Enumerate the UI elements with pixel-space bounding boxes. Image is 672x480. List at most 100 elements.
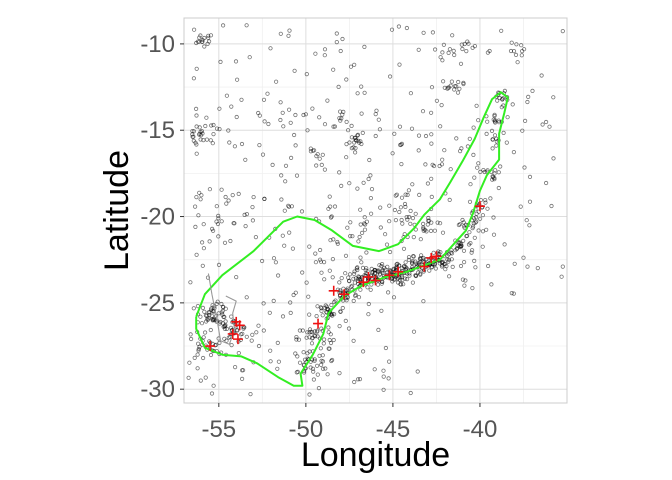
data-point	[464, 233, 470, 238]
data-point	[392, 207, 397, 213]
data-point	[206, 310, 211, 315]
data-point	[426, 218, 431, 223]
data-point	[267, 310, 272, 315]
data-point	[512, 261, 517, 266]
data-point	[339, 275, 344, 281]
data-point	[360, 349, 366, 354]
data-point	[368, 211, 374, 216]
data-point	[235, 328, 240, 333]
data-point	[540, 122, 545, 127]
data-point	[224, 93, 229, 98]
data-point	[310, 336, 315, 341]
data-point	[511, 150, 517, 155]
data-point	[307, 244, 312, 249]
data-point	[423, 162, 428, 167]
data-point	[366, 176, 371, 182]
data-point	[358, 255, 363, 260]
y-tick-label: -15	[140, 117, 175, 144]
data-point	[211, 132, 216, 137]
data-point	[399, 266, 404, 271]
data-point	[329, 312, 334, 317]
data-point	[198, 197, 203, 202]
data-point	[452, 87, 457, 92]
data-point	[338, 309, 343, 314]
data-point	[339, 183, 344, 188]
cross-marker	[358, 277, 369, 288]
data-point	[325, 372, 330, 377]
data-point	[234, 114, 239, 120]
data-point	[348, 64, 354, 69]
data-point	[202, 44, 207, 49]
data-point	[322, 305, 327, 310]
data-point	[496, 185, 501, 191]
data-point	[317, 353, 322, 358]
data-point	[431, 163, 437, 169]
data-point	[328, 238, 333, 243]
occurrence-points	[186, 23, 565, 397]
data-point	[415, 369, 420, 374]
data-point	[411, 235, 416, 240]
data-point	[204, 313, 209, 318]
data-point	[344, 119, 349, 125]
data-point	[352, 280, 357, 285]
data-point	[239, 97, 244, 102]
data-point	[271, 256, 277, 261]
x-tick-label: -40	[463, 416, 498, 443]
data-point	[449, 248, 454, 253]
data-point	[346, 326, 352, 331]
data-point	[509, 290, 514, 296]
data-point	[381, 387, 386, 392]
data-point	[216, 216, 221, 221]
data-point	[275, 273, 281, 278]
data-point	[261, 328, 266, 333]
data-point	[287, 230, 292, 235]
data-point	[418, 237, 423, 242]
data-point	[379, 263, 384, 269]
data-point	[362, 215, 367, 220]
data-point	[404, 276, 410, 282]
data-point	[377, 127, 382, 132]
data-point	[460, 46, 465, 52]
data-point	[449, 257, 454, 262]
data-point	[216, 213, 221, 218]
data-point	[323, 303, 328, 308]
data-point	[438, 124, 443, 129]
data-point	[355, 267, 360, 273]
data-point	[229, 342, 234, 348]
data-point	[199, 129, 204, 134]
data-point	[411, 254, 416, 259]
data-point	[349, 283, 355, 288]
data-point	[230, 193, 235, 198]
data-point	[475, 165, 480, 170]
data-point	[222, 336, 227, 341]
data-point	[429, 132, 434, 137]
data-point	[313, 51, 318, 56]
data-point	[335, 239, 340, 245]
data-point	[337, 280, 342, 285]
x-tick-label: -50	[289, 416, 324, 443]
data-point	[378, 271, 383, 276]
data-point	[221, 23, 226, 28]
data-point	[358, 207, 363, 212]
data-point	[440, 79, 446, 84]
data-point	[359, 260, 364, 265]
data-point	[297, 360, 303, 365]
data-point	[244, 212, 249, 217]
data-point	[315, 152, 320, 157]
data-point	[390, 151, 395, 156]
data-point	[446, 50, 451, 56]
data-point	[313, 260, 318, 265]
data-point	[345, 286, 350, 291]
data-point	[293, 143, 298, 148]
data-point	[442, 148, 447, 153]
data-point	[466, 41, 471, 46]
data-point	[461, 248, 467, 253]
data-point	[201, 138, 206, 143]
data-point	[195, 39, 200, 44]
data-point	[329, 214, 334, 219]
data-point	[426, 215, 431, 221]
data-point	[307, 330, 312, 335]
data-point	[250, 205, 255, 210]
data-point	[326, 346, 331, 351]
data-point	[483, 198, 488, 203]
